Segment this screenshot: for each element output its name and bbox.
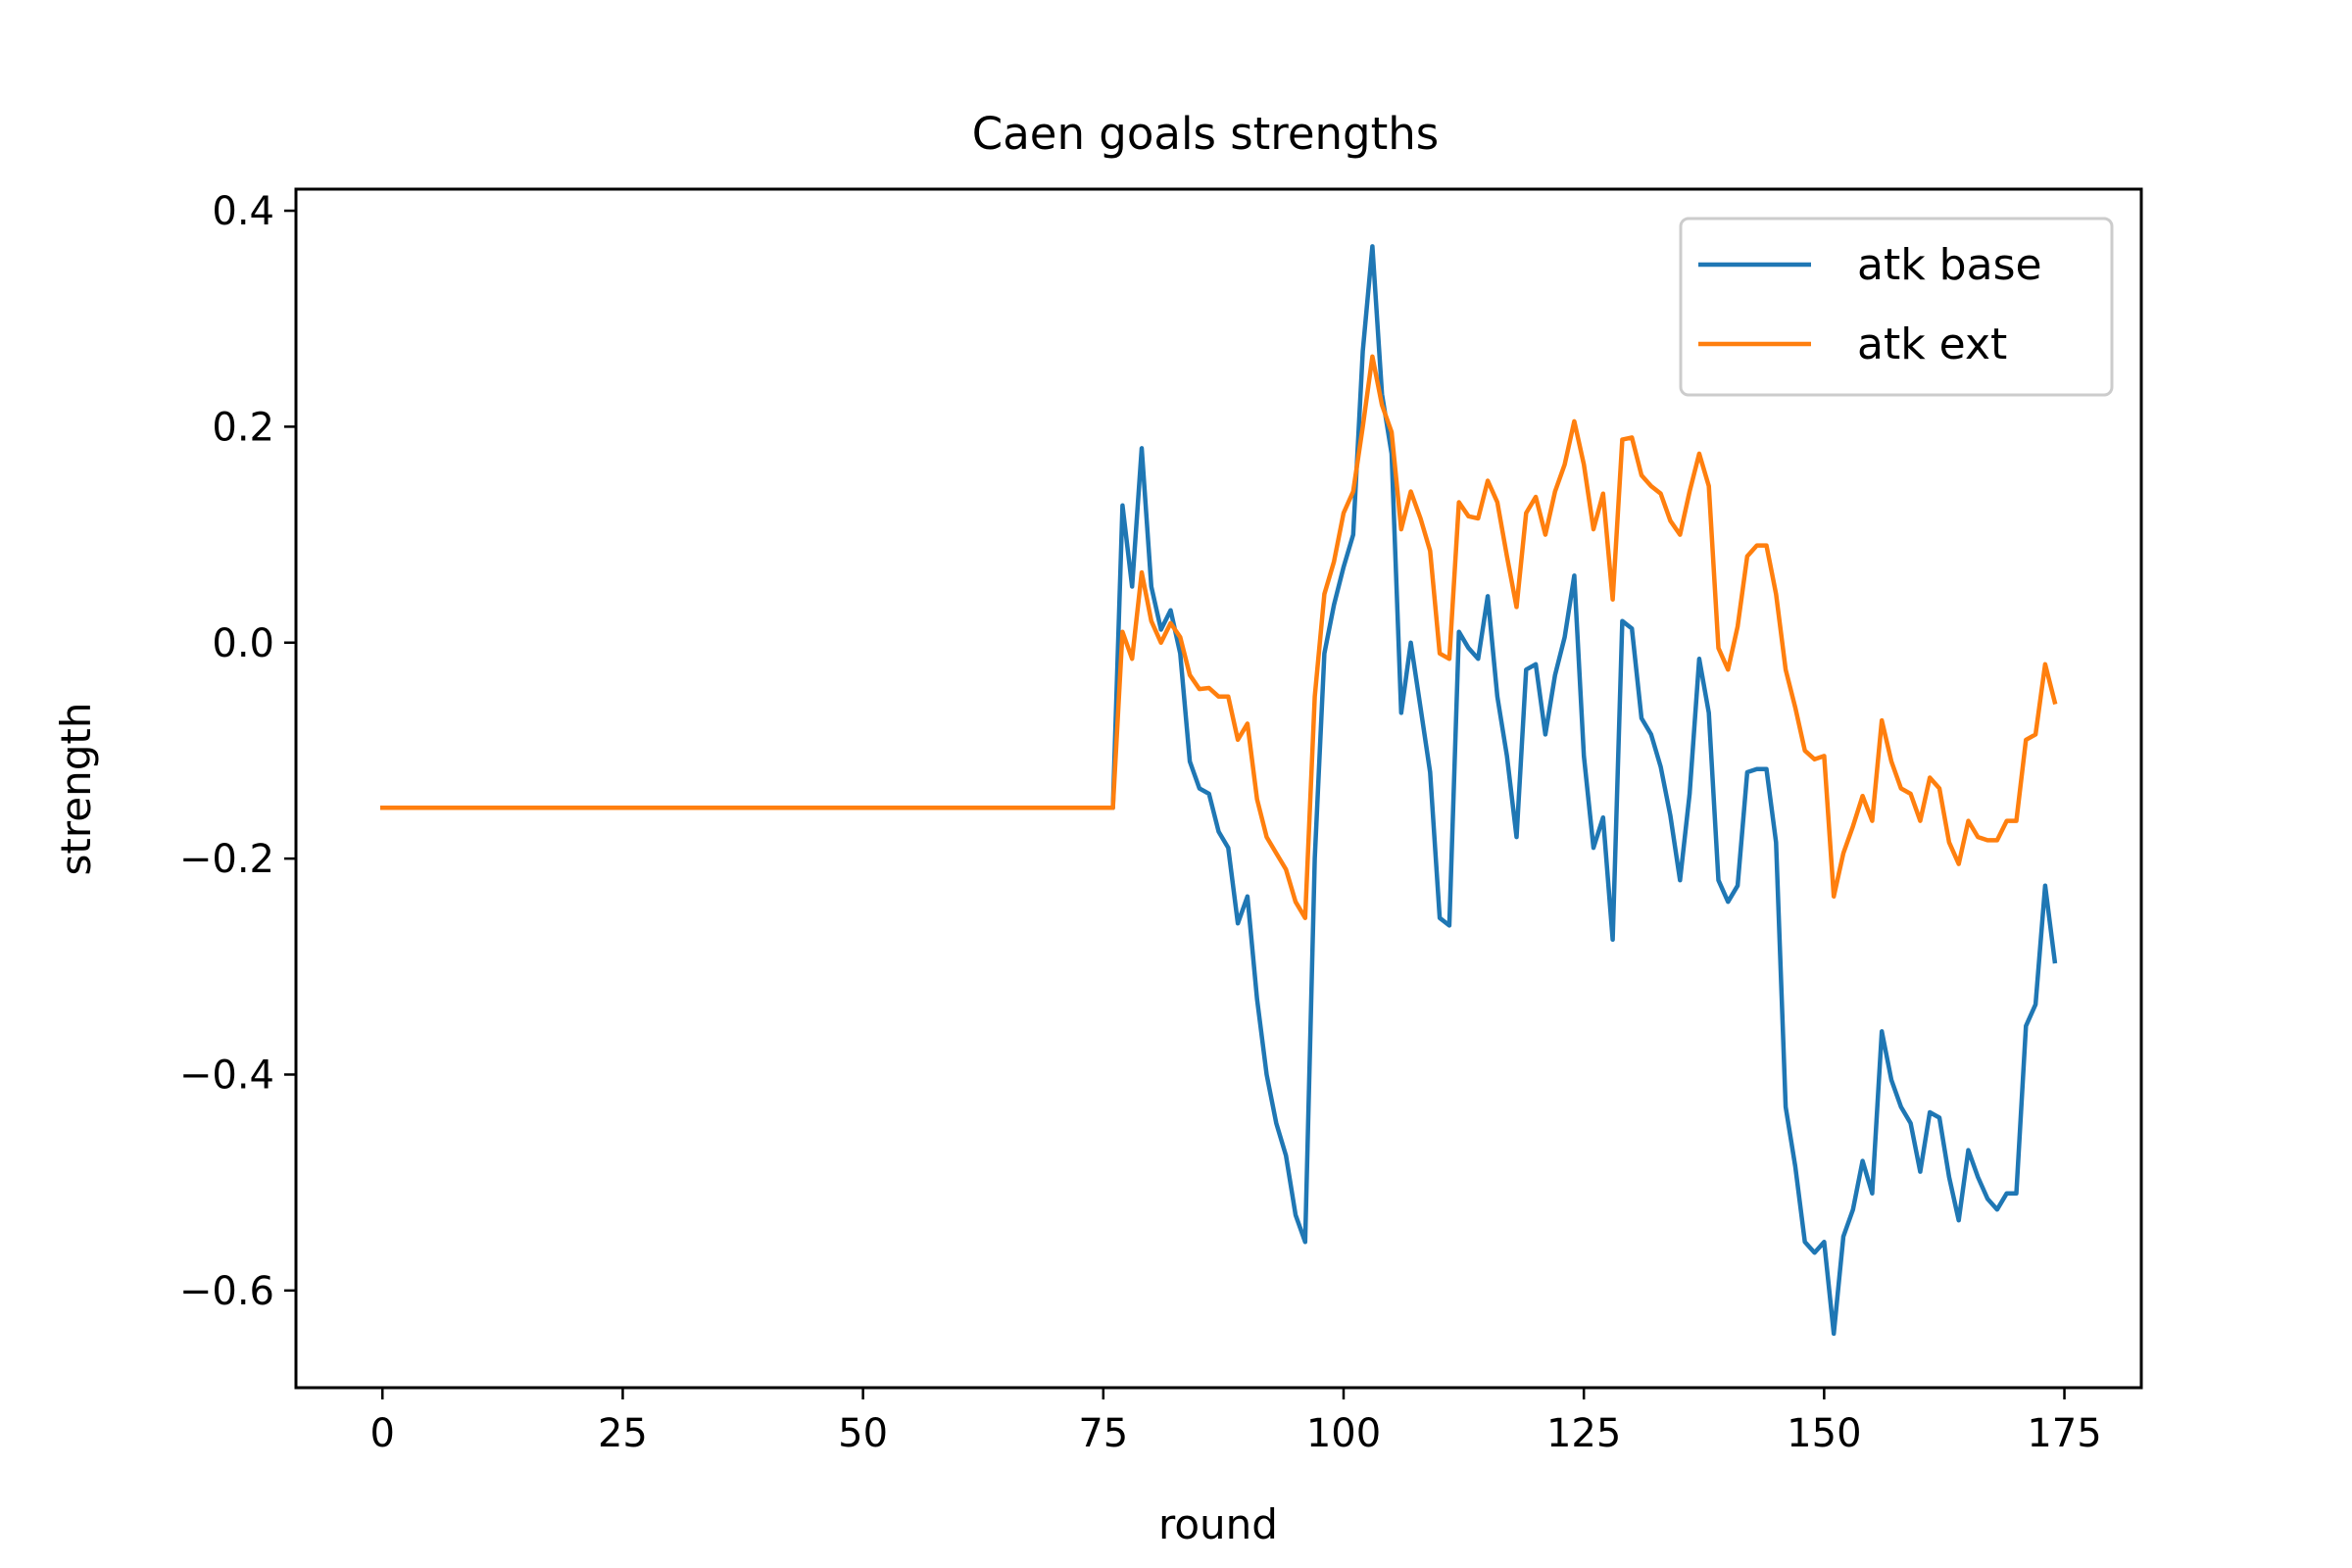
series-line-1 bbox=[380, 354, 2058, 920]
x-tick-label: 125 bbox=[1546, 1411, 1621, 1456]
y-tick-label: −0.6 bbox=[179, 1269, 274, 1314]
y-axis-ticks: 0.4 0.2 0.0 −0.2 −0.4 −0.6 bbox=[179, 189, 296, 1314]
x-tick-label: 0 bbox=[370, 1411, 395, 1456]
x-tick-label: 50 bbox=[838, 1411, 888, 1456]
chart-title: Caen goals strengths bbox=[972, 108, 1439, 160]
y-tick-label: −0.4 bbox=[179, 1053, 274, 1098]
x-axis-label: round bbox=[1158, 1500, 1278, 1548]
x-tick-label: 100 bbox=[1306, 1411, 1381, 1456]
y-axis-label: strength bbox=[52, 703, 100, 876]
x-tick-label: 75 bbox=[1078, 1411, 1128, 1456]
legend-label-1: atk ext bbox=[1857, 319, 2007, 369]
y-tick-label: −0.2 bbox=[179, 837, 274, 882]
legend-label-0: atk base bbox=[1857, 240, 2042, 290]
x-tick-label: 150 bbox=[1787, 1411, 1861, 1456]
plot-area-frame bbox=[294, 187, 2143, 1390]
legend: atk base atk ext bbox=[1679, 217, 2114, 397]
y-tick-label: 0.0 bbox=[212, 621, 274, 666]
y-tick-label: 0.2 bbox=[212, 405, 274, 450]
x-axis-ticks: 0 25 50 75 100 125 150 175 bbox=[370, 1388, 2102, 1456]
x-tick-label: 25 bbox=[598, 1411, 648, 1456]
x-tick-label: 175 bbox=[2027, 1411, 2101, 1456]
y-tick-label: 0.4 bbox=[212, 189, 274, 234]
series-layer bbox=[380, 244, 2058, 1337]
